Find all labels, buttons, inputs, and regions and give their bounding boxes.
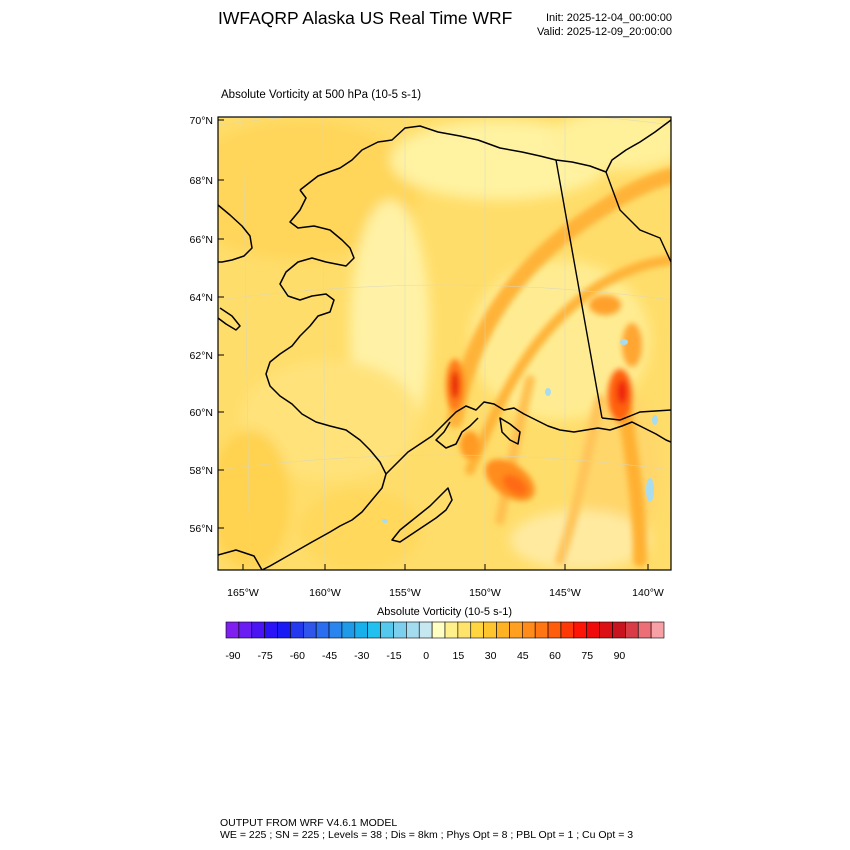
colorbar-bin <box>238 621 253 639</box>
lon-tick-label: 160°W <box>309 587 341 599</box>
lat-tick-label: 64°N <box>190 292 213 304</box>
map-frame <box>217 116 672 571</box>
colorbar-bin <box>406 621 420 639</box>
lat-tick-label: 68°N <box>190 175 213 187</box>
lon-tick-label: 155°W <box>389 587 421 599</box>
colorbar-bin <box>612 621 626 639</box>
colorbar-tick-label: -90 <box>225 650 240 662</box>
colorbar-bin <box>431 621 446 639</box>
model-info-footer: OUTPUT FROM WRF V4.6.1 MODEL WE = 225 ; … <box>220 817 633 841</box>
colorbar-bin <box>277 621 291 639</box>
colorbar-bin <box>444 621 459 639</box>
colorbar: -90 -75 -60 -45 -30 -15 0 15 30 45 60 75 90 <box>225 621 665 662</box>
colorbar-bin <box>534 621 549 639</box>
lon-tick-label: 150°W <box>469 587 501 599</box>
colorbar-bin <box>418 621 433 639</box>
colorbar-bin <box>354 621 369 639</box>
lat-tick-label: 66°N <box>190 234 213 246</box>
lon-tick-label: 165°W <box>227 587 259 599</box>
colorbar-tick-label: 30 <box>485 650 497 662</box>
colorbar-tick-label: -60 <box>290 650 305 662</box>
colorbar-bin <box>625 621 639 639</box>
colorbar-bin <box>560 621 575 639</box>
colorbar-bin <box>341 621 356 639</box>
colorbar-bin <box>521 621 536 639</box>
colorbar-tick-label: -30 <box>354 650 369 662</box>
longitude-axis: 165°W 160°W 155°W 150°W 145°W 140°W <box>227 564 664 599</box>
colorbar-bin <box>509 621 523 639</box>
colorbar-bin <box>315 621 330 639</box>
colorbar-tick-label: 15 <box>453 650 465 662</box>
colorbar-bin <box>573 621 588 639</box>
colorbar-tick-label: -15 <box>386 650 401 662</box>
colorbar-tick-label: 60 <box>549 650 561 662</box>
colorbar-bin <box>586 621 600 639</box>
field-subtitle: Absolute Vorticity at 500 hPa (10-5 s-1) <box>221 89 422 101</box>
border-lines <box>555 159 671 421</box>
lat-tick-label: 60°N <box>190 407 213 419</box>
colorbar-tick-label: 0 <box>423 650 429 662</box>
colorbar-bin <box>483 621 497 639</box>
lat-tick-label: 58°N <box>190 465 213 477</box>
colorbar-bin <box>302 621 317 639</box>
colorbar-tick-label: 90 <box>614 650 626 662</box>
colorbar-bin <box>264 621 278 639</box>
time-info: Init: 2025-12-04_00:00:00 Valid: 2025-12… <box>520 12 672 39</box>
valid-time: Valid: 2025-12-09_20:00:00 <box>537 25 672 38</box>
colorbar-bin <box>328 621 343 639</box>
lon-tick-label: 145°W <box>549 587 581 599</box>
colorbar-bin <box>225 621 240 639</box>
lat-tick-label: 70°N <box>190 115 213 127</box>
colorbar-bin <box>470 621 484 639</box>
colorbar-tick-label: 75 <box>581 650 593 662</box>
colorbar-bin <box>380 621 394 639</box>
init-time: Init: 2025-12-04_00:00:00 <box>546 12 672 24</box>
colorbar-bin <box>290 621 304 639</box>
lat-tick-label: 56°N <box>190 523 213 535</box>
colorbar-bin <box>457 621 472 639</box>
colorbar-bin <box>547 621 562 639</box>
vorticity-field <box>218 117 671 570</box>
colorbar-bin <box>599 621 613 639</box>
colorbar-bin <box>650 621 665 639</box>
footer-line-1: OUTPUT FROM WRF V4.6.1 MODEL <box>220 817 398 829</box>
colorbar-tick-label: -75 <box>258 650 273 662</box>
colorbar-bin <box>367 621 381 639</box>
footer-line-2: WE = 225 ; SN = 225 ; Levels = 38 ; Dis … <box>220 829 634 841</box>
colorbar-tick-label: 45 <box>517 650 529 662</box>
colorbar-bin <box>637 621 652 639</box>
coastline <box>218 119 671 570</box>
colorbar-bin <box>393 621 407 639</box>
lat-tick-label: 62°N <box>190 350 213 362</box>
lon-tick-label: 140°W <box>632 587 664 599</box>
latitude-axis: 70°N 68°N 66°N 64°N 62°N 60°N 58°N 56°N <box>190 115 224 535</box>
map-title: IWFAQRP Alaska US Real Time WRF <box>218 8 513 28</box>
colorbar-bin <box>251 621 265 639</box>
colorbar-title: Absolute Vorticity (10-5 s-1) <box>376 606 513 618</box>
colorbar-bin <box>496 621 510 639</box>
colorbar-tick-label: -45 <box>322 650 337 662</box>
